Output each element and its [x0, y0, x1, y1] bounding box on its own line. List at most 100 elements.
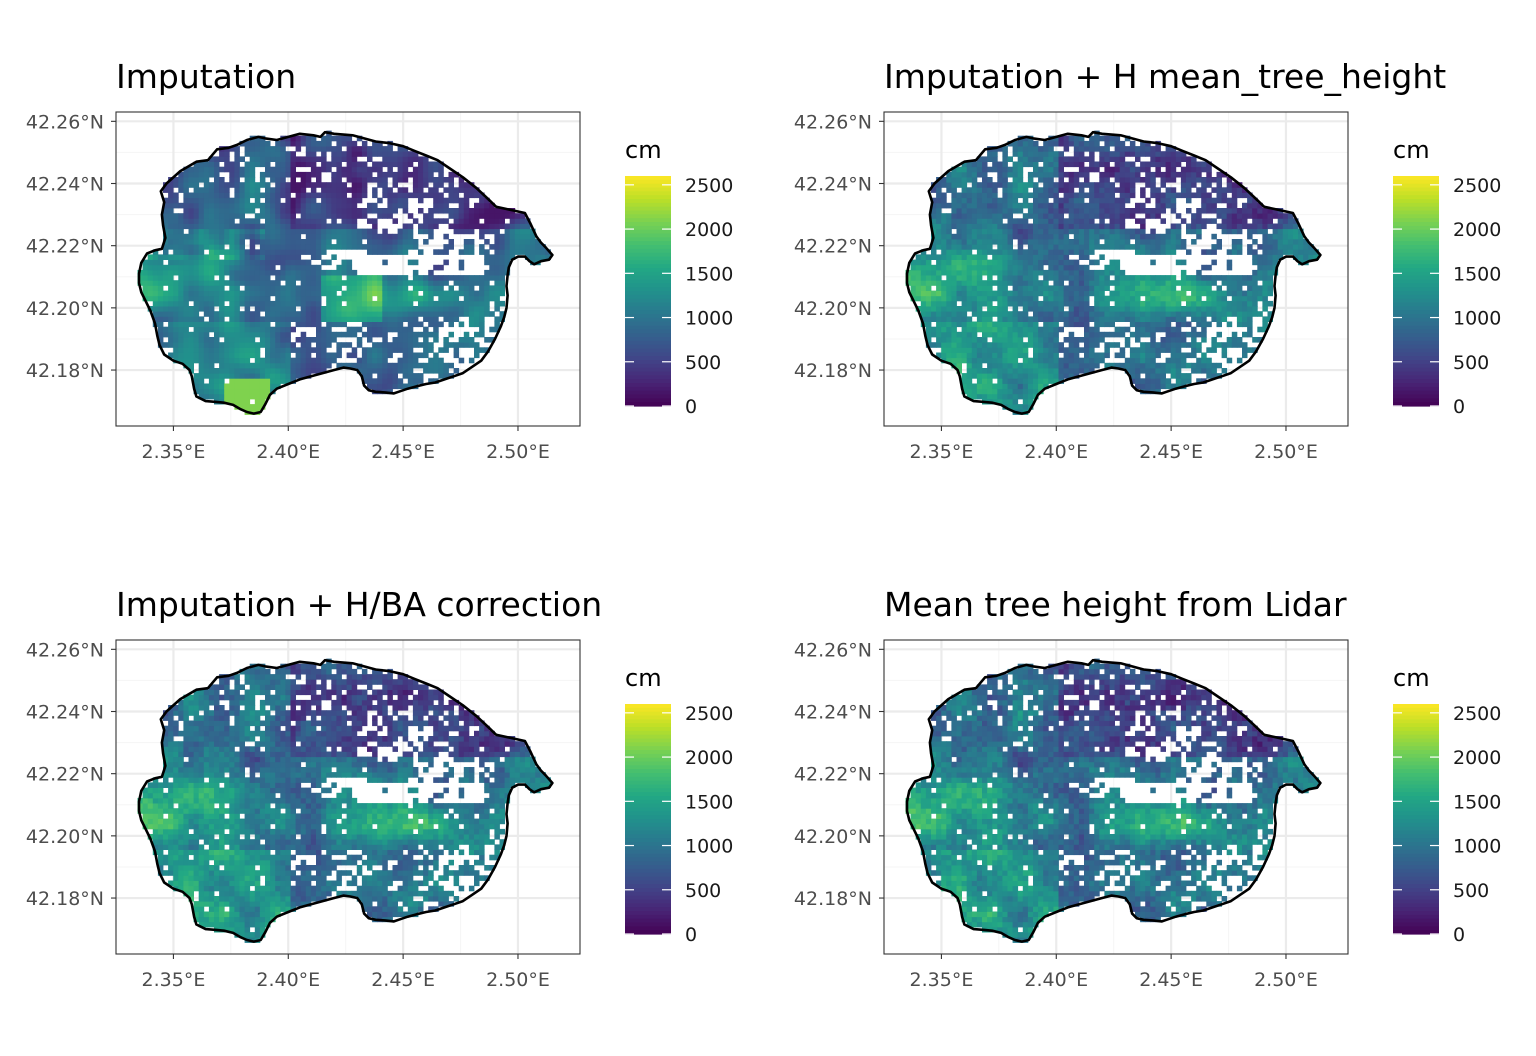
- raster-cell: [976, 362, 983, 369]
- raster-cell: [1206, 161, 1212, 168]
- raster-cell: [341, 208, 347, 214]
- raster-cell: [1201, 223, 1207, 230]
- raster-cell: [183, 192, 189, 199]
- raster-cell: [259, 182, 266, 188]
- raster-cell: [1068, 352, 1075, 359]
- raster-cell: [946, 326, 952, 333]
- raster-cell: [214, 300, 220, 307]
- raster-cell: [249, 368, 256, 374]
- raster-cell: [244, 321, 251, 328]
- raster-cell: [356, 233, 363, 240]
- raster-cell: [305, 269, 312, 276]
- raster-cell: [254, 326, 261, 333]
- raster-cell: [367, 146, 373, 152]
- raster-cell: [1012, 228, 1019, 235]
- raster-cell: [1099, 228, 1105, 235]
- raster-cell: [1150, 316, 1156, 322]
- raster-cell: [1007, 316, 1013, 322]
- raster-cell: [203, 285, 210, 291]
- raster-cell: [525, 254, 531, 260]
- raster-cell: [1033, 269, 1039, 276]
- raster-cell: [1129, 290, 1136, 297]
- raster-cell: [239, 280, 245, 286]
- raster-cell: [1038, 264, 1044, 271]
- raster-cell: [178, 177, 184, 183]
- raster-cell: [285, 295, 291, 302]
- raster-cell: [219, 321, 225, 328]
- raster-cell: [1002, 373, 1008, 379]
- raster-cell: [1186, 166, 1192, 173]
- raster-cell: [1027, 264, 1034, 271]
- raster-cell: [997, 342, 1003, 348]
- raster-cell: [915, 295, 922, 302]
- raster-cell: [234, 398, 240, 405]
- raster-cell: [1114, 197, 1121, 204]
- raster-cell: [509, 239, 516, 245]
- raster-cell: [1007, 208, 1013, 214]
- raster-cell: [275, 244, 281, 250]
- raster-cell: [987, 166, 993, 173]
- raster-cell: [1150, 182, 1156, 188]
- raster-cell: [1231, 244, 1238, 250]
- raster-cell: [509, 254, 516, 260]
- raster-cell: [316, 254, 322, 260]
- raster-cell: [443, 347, 449, 353]
- raster-cell: [397, 378, 404, 384]
- raster-cell: [1150, 285, 1156, 291]
- raster-cell: [951, 316, 957, 322]
- raster-cell: [976, 213, 983, 219]
- raster-cell: [1186, 352, 1192, 359]
- raster-cell: [341, 280, 347, 286]
- raster-cell: [300, 177, 307, 183]
- raster-cell: [316, 311, 322, 317]
- raster-cell: [229, 368, 235, 374]
- raster-cell: [946, 311, 952, 317]
- raster-cell: [915, 280, 922, 286]
- raster-cell: [1094, 187, 1100, 193]
- raster-cell: [1201, 290, 1207, 297]
- raster-cell: [336, 285, 342, 291]
- raster-cell: [1129, 368, 1136, 374]
- raster-cell: [1002, 306, 1008, 312]
- raster-cell: [300, 300, 307, 307]
- raster-cell: [244, 368, 251, 374]
- raster-cell: [474, 192, 480, 199]
- raster-cell: [448, 187, 454, 193]
- raster-cell: [356, 295, 363, 302]
- raster-cell: [1206, 285, 1212, 291]
- raster-cell: [214, 393, 220, 400]
- raster-cell: [1022, 239, 1029, 245]
- raster-cell: [234, 311, 240, 317]
- raster-cell: [1022, 156, 1029, 162]
- raster-cell: [1145, 321, 1151, 328]
- raster-cell: [433, 326, 439, 333]
- raster-cell: [341, 295, 347, 302]
- raster-cell: [219, 187, 225, 193]
- colorbar-segment: [625, 287, 671, 292]
- raster-cell: [244, 202, 251, 209]
- raster-cell: [479, 347, 485, 353]
- raster-cell: [163, 342, 169, 348]
- raster-cell: [1216, 362, 1222, 369]
- raster-cell: [1058, 316, 1064, 322]
- colorbar-segment: [625, 283, 671, 288]
- raster-cell: [356, 306, 363, 312]
- raster-cell: [397, 156, 404, 162]
- raster-cell: [316, 368, 322, 374]
- raster-cell: [265, 342, 271, 348]
- raster-cell: [203, 311, 210, 317]
- raster-cell: [1068, 202, 1075, 209]
- raster-cell: [1180, 290, 1187, 297]
- raster-cell: [208, 171, 215, 178]
- raster-cell: [982, 254, 988, 260]
- raster-cell: [377, 347, 383, 353]
- raster-cell: [305, 337, 312, 343]
- raster-cell: [392, 151, 398, 157]
- raster-cell: [1180, 316, 1187, 322]
- colorbar-segment: [625, 191, 671, 196]
- raster-cell: [168, 254, 174, 260]
- raster-cell: [168, 197, 174, 204]
- raster-cell: [1165, 300, 1172, 307]
- raster-cell: [1165, 362, 1172, 369]
- raster-cell: [982, 378, 988, 384]
